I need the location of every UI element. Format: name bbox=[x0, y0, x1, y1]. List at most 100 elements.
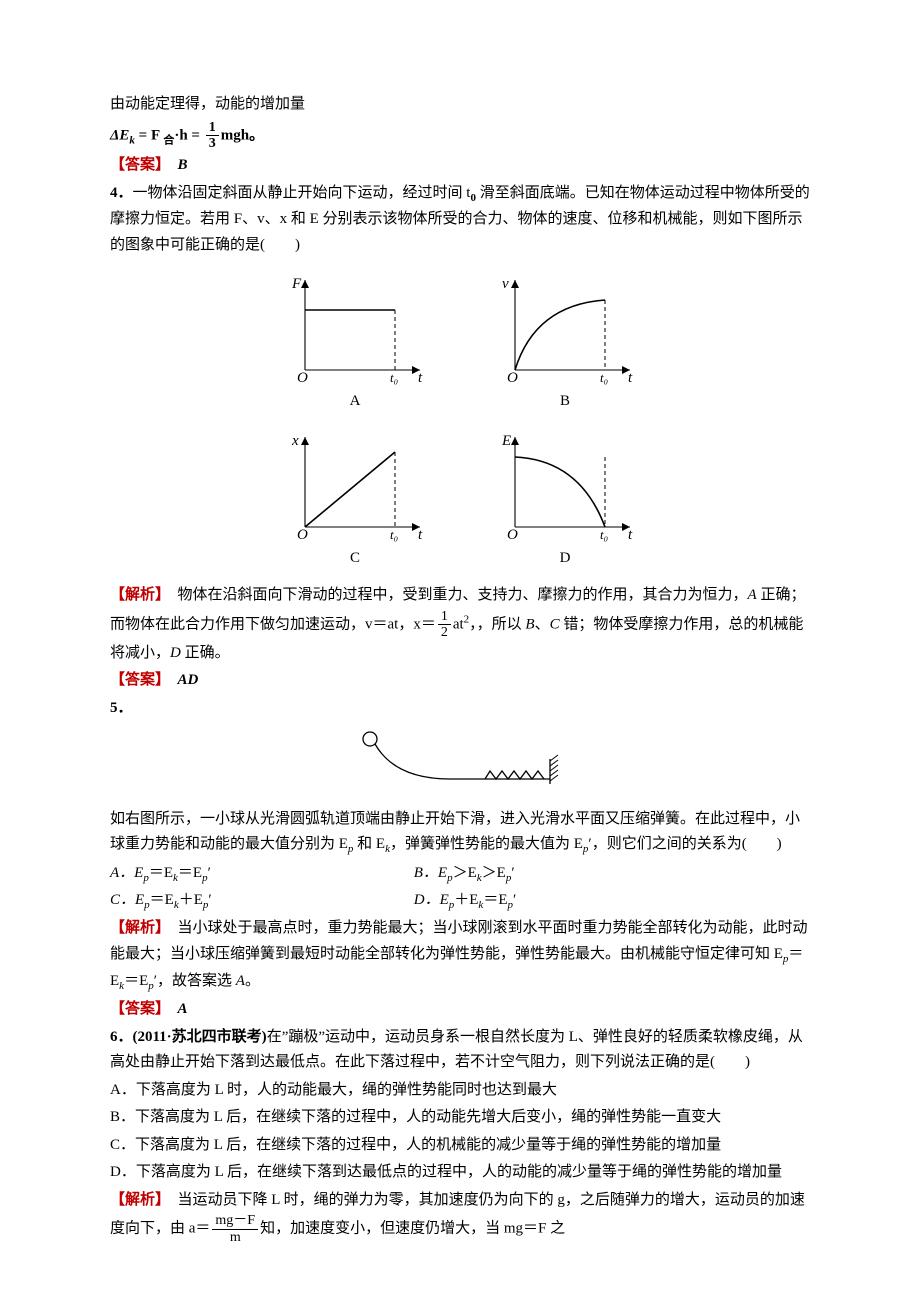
answer-label: 【答案】 bbox=[110, 157, 163, 173]
exp5-label: 【解析】 bbox=[110, 920, 163, 936]
t0-D: t₀ bbox=[600, 527, 608, 542]
exp4-a: A bbox=[748, 587, 757, 603]
delta-e: ΔE bbox=[110, 127, 129, 143]
cap-B: B bbox=[490, 389, 640, 415]
xlabel-C: t bbox=[418, 527, 423, 542]
t0-A: t₀ bbox=[390, 370, 398, 385]
t0-C: t₀ bbox=[390, 527, 398, 542]
fig-C: x O t₀ t C bbox=[280, 427, 430, 572]
exp6-t2: 知，加速度变小，但速度仍增大，当 mg＝F 之 bbox=[260, 1221, 565, 1237]
q4-num: 4． bbox=[110, 185, 133, 201]
q5-b2: ，弹簧弹性势能的最大值为 E bbox=[390, 836, 583, 852]
exp4-c: C bbox=[550, 616, 560, 632]
ylabel-C: x bbox=[291, 433, 299, 449]
oc1: C．E bbox=[110, 892, 144, 908]
q6-src: (2011·苏北四市联考) bbox=[133, 1029, 267, 1045]
oc-pr: ′ bbox=[208, 892, 211, 908]
exp4-t7: 正确。 bbox=[181, 645, 230, 661]
q5-optD: D．Ep＋Ek＝Ep′ bbox=[414, 888, 714, 915]
exp4-b: B bbox=[525, 616, 534, 632]
eq-h: ·h = bbox=[174, 127, 203, 143]
q6-num: 6． bbox=[110, 1029, 133, 1045]
oc2: ＝E bbox=[150, 892, 174, 908]
origin-C: O bbox=[297, 527, 308, 542]
origin-D: O bbox=[507, 527, 518, 542]
exp4-num: 1 bbox=[438, 609, 451, 625]
exp5-m2: ＝E bbox=[124, 973, 148, 989]
q6-B: B．下落高度为 L 后，在继续下落的过程中，人的动能先增大后变小，绳的弹性势能一… bbox=[110, 1105, 810, 1131]
q6-A-text: A．下落高度为 L 时，人的动能最大，绳的弹性势能同时也达到最大 bbox=[110, 1082, 557, 1098]
q5-opts-row2: C．Ep＝Ek＋Ep′ D．Ep＋Ek＝Ep′ bbox=[110, 888, 810, 915]
eq-f: = F bbox=[135, 127, 163, 143]
q6-D-text: D．下落高度为 L 后，在继续下落到达最低点的过程中，人的动能的减少量等于绳的弹… bbox=[110, 1164, 782, 1180]
exp5-tail: ，故答案选 bbox=[157, 973, 236, 989]
exp6-den: m bbox=[212, 1230, 258, 1245]
ylabel-B: v bbox=[502, 276, 509, 292]
q6-C: C．下落高度为 L 后，在继续下落的过程中，人的机械能的减少量等于绳的弹性势能的… bbox=[110, 1133, 810, 1159]
q5-fig bbox=[110, 729, 810, 799]
fig-D: E O t₀ t D bbox=[490, 427, 640, 572]
q4-text1: 一物体沿固定斜面从静止开始向下运动，经过时间 t bbox=[133, 185, 471, 201]
exp4: 【解析】 物体在沿斜面向下滑动的过程中，受到重力、支持力、摩擦力的作用，其合力为… bbox=[110, 583, 810, 666]
q5-num: 5． bbox=[110, 696, 810, 722]
ob-pr: ′ bbox=[511, 865, 514, 881]
eq-mgh: mgh。 bbox=[221, 127, 264, 143]
exp5-a: A bbox=[236, 973, 245, 989]
ob3: ＞E bbox=[482, 865, 506, 881]
origin-B: O bbox=[507, 370, 518, 385]
ans5-value: A bbox=[178, 1001, 188, 1017]
cap-D: D bbox=[490, 546, 640, 572]
spring-diagram bbox=[350, 729, 570, 789]
q6-C-text: C．下落高度为 L 后，在继续下落的过程中，人的机械能的减少量等于绳的弹性势能的… bbox=[110, 1137, 721, 1153]
fig-A: F O t₀ t A bbox=[280, 270, 430, 415]
ans5-label: 【答案】 bbox=[110, 1001, 163, 1017]
q5-body: 如右图所示，一小球从光滑圆弧轨道顶端由静止开始下滑，进入光滑水平面又压缩弹簧。在… bbox=[110, 807, 810, 859]
od3: ＝E bbox=[483, 892, 507, 908]
ylabel-A: F bbox=[291, 276, 302, 292]
xlabel-B: t bbox=[628, 370, 633, 385]
xlabel-A: t bbox=[418, 370, 423, 385]
od-pr: ′ bbox=[513, 892, 516, 908]
q5-optB: B．Ep＞Ek＞Ep′ bbox=[414, 861, 714, 888]
fig-B: v O t₀ t B bbox=[490, 270, 640, 415]
ob2: ＞E bbox=[453, 865, 477, 881]
origin-A: O bbox=[297, 370, 308, 385]
q5-optC: C．Ep＝Ek＋Ep′ bbox=[110, 888, 410, 915]
exp4-t5: 、 bbox=[535, 616, 550, 632]
exp4-t1: 物体在沿斜面向下滑动的过程中，受到重力、支持力、摩擦力的作用，其合力为恒力， bbox=[178, 587, 748, 603]
exp4-den: 2 bbox=[438, 625, 451, 640]
exp4-t4: ，，所以 bbox=[469, 616, 525, 632]
q6-D: D．下落高度为 L 后，在继续下落到达最低点的过程中，人的动能的减少量等于绳的弹… bbox=[110, 1160, 810, 1186]
frac-num: 1 bbox=[206, 120, 219, 136]
oa-pr: ′ bbox=[208, 865, 211, 881]
ans4-label: 【答案】 bbox=[110, 672, 163, 688]
t0-B: t₀ bbox=[600, 370, 608, 385]
graph-B: v O t₀ t bbox=[490, 270, 640, 385]
oa3: ＝E bbox=[178, 865, 202, 881]
xlabel-D: t bbox=[628, 527, 633, 542]
q4-figs-row2: x O t₀ t C E O t₀ t D bbox=[110, 427, 810, 572]
exp6: 【解析】 当运动员下降 L 时，绳的弹力为零，其加速度仍为向下的 g，之后随弹力… bbox=[110, 1188, 810, 1245]
oa2: ＝E bbox=[149, 865, 173, 881]
q5-opts-row1: A．Ep＝Ek＝Ep′ B．Ep＞Ek＞Ep′ bbox=[110, 861, 810, 888]
exp5-period: 。 bbox=[245, 973, 260, 989]
answer-4: 【答案】 AD bbox=[110, 668, 810, 694]
intro-eq: ΔEk = F 合·h = 13mgh。 bbox=[110, 120, 810, 152]
q5-optA: A．Ep＝Ek＝Ep′ bbox=[110, 861, 410, 888]
oc3: ＋E bbox=[179, 892, 203, 908]
graph-D: E O t₀ t bbox=[490, 427, 640, 542]
q5-and: 和 E bbox=[353, 836, 385, 852]
ans4-value: AD bbox=[178, 672, 199, 688]
ylabel-D: E bbox=[501, 433, 511, 449]
q4-stem: 4．一物体沿固定斜面从静止开始向下运动，经过时间 t0 滑至斜面底端。已知在物体… bbox=[110, 181, 810, 259]
exp4-d: D bbox=[170, 645, 181, 661]
q5-numtxt: 5． bbox=[110, 700, 133, 716]
ob1: B．E bbox=[414, 865, 447, 881]
exp4-t3: at bbox=[453, 616, 464, 632]
graph-A: F O t₀ t bbox=[280, 270, 430, 385]
answer-5: 【答案】 A bbox=[110, 997, 810, 1023]
od1: D．E bbox=[414, 892, 449, 908]
q5-b3: ，则它们之间的关系为( ) bbox=[592, 836, 782, 852]
od2: ＋E bbox=[454, 892, 478, 908]
q4-figs-row1: F O t₀ t A v O t₀ t B bbox=[110, 270, 810, 415]
